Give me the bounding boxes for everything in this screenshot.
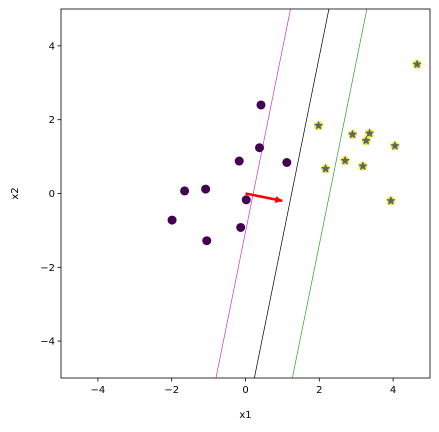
support-vector-star-marker: [412, 59, 422, 69]
support-vector-star-marker: [320, 163, 331, 173]
y-axis-label: x2: [10, 187, 21, 199]
support-vector-star-marker: [313, 120, 324, 130]
margin-line-positive: [292, 9, 368, 378]
y-tick-label: −4: [40, 337, 55, 348]
class-0-point: [180, 186, 190, 196]
x-tick-label: 4: [390, 385, 396, 396]
support-vector-star-marker: [358, 161, 368, 171]
x-tick-label: 2: [316, 385, 322, 396]
y-tick-label: 4: [49, 41, 55, 52]
x-axis-label: x1: [239, 410, 251, 421]
class-0-point: [236, 222, 246, 232]
x-tick-label: 0: [242, 385, 248, 396]
weight-vector-arrowhead: [274, 196, 283, 203]
class-0-point: [167, 215, 177, 225]
class-0-point: [256, 100, 266, 110]
support-vector-star-marker: [386, 195, 396, 205]
support-vector-star-marker: [390, 140, 400, 150]
y-tick-label: 2: [49, 115, 55, 126]
x-tick-label: −4: [91, 385, 106, 396]
support-vector-star-marker: [347, 129, 358, 139]
class-0-point: [201, 184, 211, 194]
class-0-point: [282, 158, 292, 168]
margin-line-negative: [215, 9, 291, 378]
class-0-point: [202, 236, 212, 246]
x-tick-label: −2: [164, 385, 179, 396]
support-vector-star-marker: [340, 155, 350, 165]
y-tick-label: −2: [40, 263, 55, 274]
support-vector-star-marker: [364, 128, 375, 138]
class-0-point: [255, 143, 265, 153]
support-vector-star-marker: [361, 135, 371, 145]
class-0-point: [234, 156, 244, 166]
decision-boundary-line: [254, 9, 330, 378]
class-0-point: [241, 195, 251, 205]
y-tick-label: 0: [49, 189, 55, 200]
